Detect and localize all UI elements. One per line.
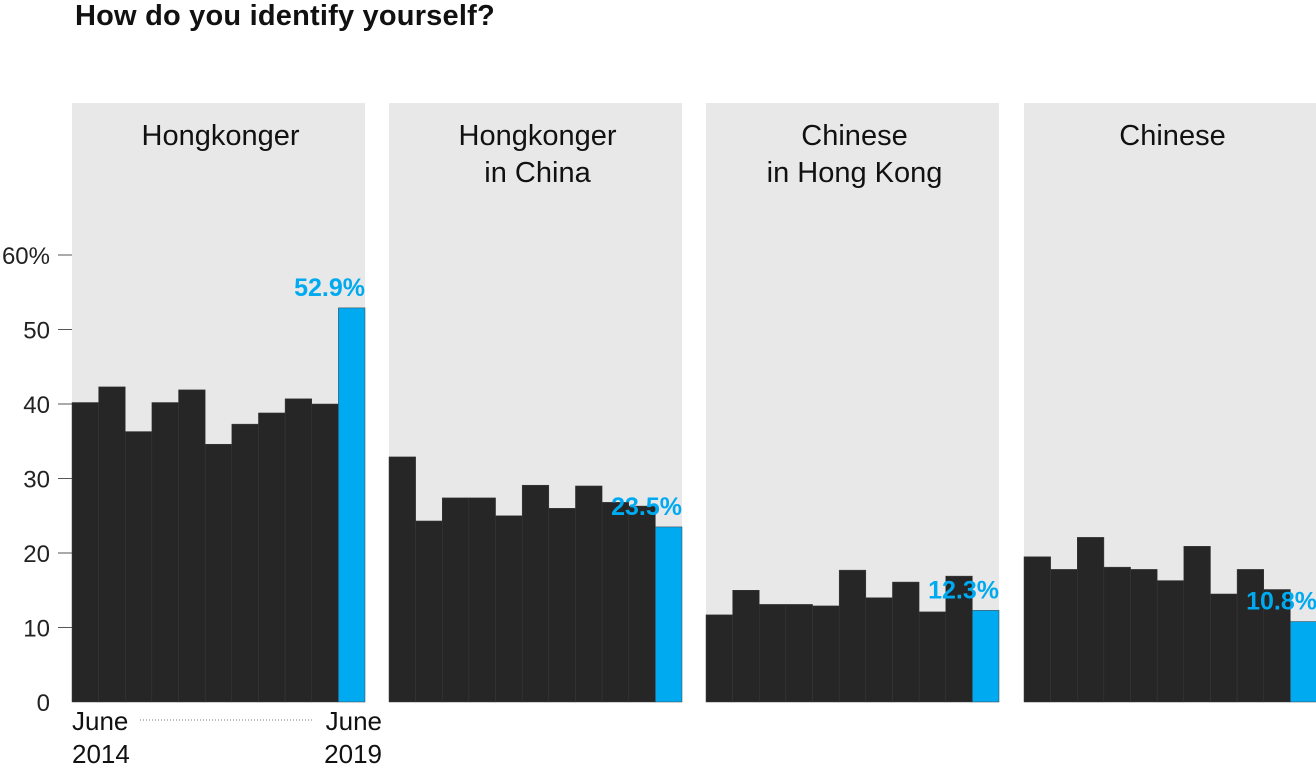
bar-highlight	[338, 307, 366, 703]
bar	[812, 605, 840, 703]
bar	[415, 520, 443, 703]
bar	[759, 604, 787, 703]
bar	[785, 604, 813, 703]
bar	[204, 443, 233, 703]
bar	[1263, 589, 1291, 703]
chart-title: How do you identify yourself?	[75, 0, 495, 32]
bar	[548, 508, 576, 703]
bar	[495, 515, 523, 703]
panel-title-4: Chinese	[1119, 120, 1225, 152]
bar	[1077, 537, 1105, 703]
bar	[1023, 556, 1051, 703]
panel-title-3: in Hong Kong	[767, 157, 943, 189]
y-tick-label: 50	[23, 318, 50, 345]
bar	[575, 485, 603, 703]
panel-title-2: Hongkonger	[459, 120, 617, 152]
y-tick-label: 10	[23, 616, 50, 643]
panel-title-2: in China	[484, 157, 591, 189]
y-tick-label: 30	[23, 467, 50, 494]
bar	[918, 611, 946, 703]
panel-title-3: Chinese	[801, 120, 907, 152]
bar	[628, 505, 656, 703]
x-end-year: 2019	[324, 739, 382, 764]
bar	[125, 431, 153, 703]
bar	[1130, 569, 1158, 703]
x-start-month: June	[72, 706, 128, 736]
bar	[1183, 546, 1211, 703]
bar	[388, 456, 416, 703]
bar	[468, 497, 496, 703]
bar	[865, 597, 893, 703]
bar	[178, 389, 206, 703]
bar	[1050, 569, 1078, 703]
bar	[98, 386, 126, 703]
bar	[1103, 566, 1131, 703]
bar	[1210, 593, 1238, 703]
bar	[892, 581, 920, 703]
bar	[231, 423, 259, 703]
y-tick-label: 40	[23, 392, 50, 419]
data-label-1: 52.9%	[294, 274, 365, 302]
bar-highlight	[972, 610, 1000, 703]
bar	[838, 569, 867, 703]
y-tick-label: 20	[23, 541, 50, 568]
bar	[284, 398, 312, 703]
bar	[705, 614, 733, 703]
y-tick-label: 60%	[2, 243, 50, 270]
panel-title-1: Hongkonger	[142, 120, 300, 152]
bar	[442, 497, 470, 703]
x-end-month: June	[326, 706, 382, 736]
bar	[601, 502, 629, 703]
bar	[1156, 580, 1185, 703]
bar	[151, 402, 179, 703]
bar	[732, 590, 760, 703]
data-label-4: 10.8%	[1246, 588, 1316, 616]
bar-highlight	[1290, 621, 1316, 703]
x-start-year: 2014	[72, 739, 130, 764]
bar	[258, 412, 286, 703]
data-label-3: 12.3%	[928, 576, 999, 604]
y-tick-label: 0	[37, 690, 50, 717]
bar-highlight	[655, 526, 683, 703]
bar	[945, 575, 973, 703]
bar	[311, 403, 339, 703]
bar	[521, 484, 550, 703]
data-label-2: 23.5%	[611, 493, 682, 521]
bar	[71, 402, 99, 703]
